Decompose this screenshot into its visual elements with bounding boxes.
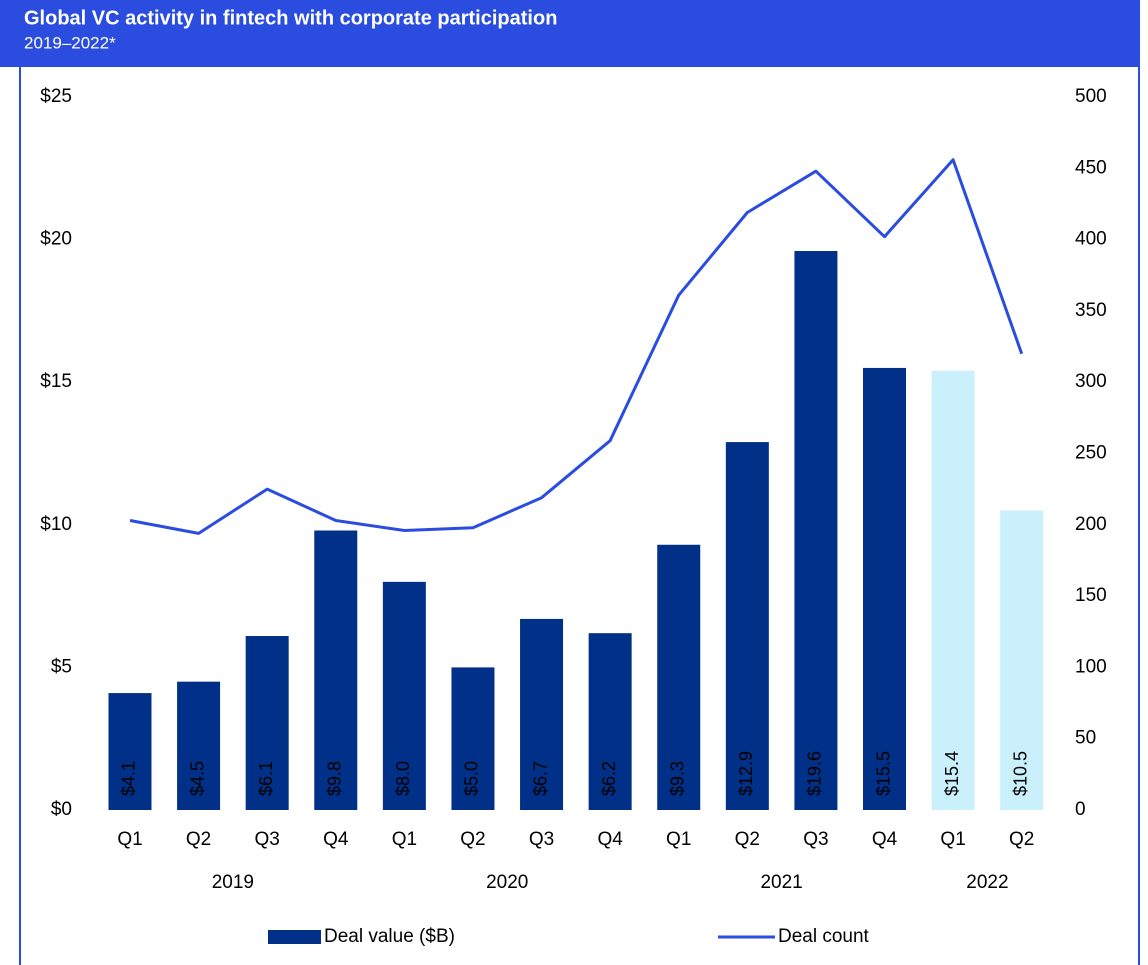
y2-tick-label: 250 [1075,443,1107,464]
data-label: $12.9 [736,751,756,796]
x-tick-label: Q3 [529,829,554,850]
y2-tick-label: 50 [1075,728,1096,749]
x-group-label: 2020 [486,872,528,893]
bar [382,581,426,810]
x-tick-label: Q2 [460,829,485,850]
y2-tick-label: 300 [1075,371,1107,392]
y-tick-label: $0 [51,799,72,820]
y2-tick-label: 100 [1075,656,1107,677]
data-label: $8.0 [393,761,413,796]
data-label: $6.1 [256,761,276,796]
y2-tick-label: 150 [1075,585,1107,606]
data-label: $9.8 [325,761,345,796]
x-group-label: 2021 [760,872,802,893]
y2-tick-label: 350 [1075,300,1107,321]
x-tick-label: Q2 [186,829,211,850]
data-label: $4.5 [187,761,207,796]
bar [931,370,975,810]
data-label: $5.0 [462,761,482,796]
bar [108,693,152,810]
y-tick-label: $10 [40,514,72,535]
bar [314,530,358,810]
bar [725,442,769,810]
y-tick-label: $5 [51,656,72,677]
y2-tick-label: 500 [1075,86,1107,107]
x-tick-label: Q3 [255,829,280,850]
x-tick-label: Q1 [392,829,417,850]
x-tick-label: Q2 [1009,829,1034,850]
data-label: $15.4 [942,751,962,796]
bar [520,618,564,810]
data-label: $6.7 [530,761,550,796]
x-tick-label: Q4 [597,829,623,850]
data-label: $4.1 [119,761,139,796]
x-group-label: 2022 [966,872,1008,893]
y-tick-label: $25 [40,86,72,107]
x-tick-label: Q1 [117,829,142,850]
legend-swatch [268,930,321,944]
x-group-label: 2019 [212,872,254,893]
data-label: $6.2 [599,761,619,796]
y-tick-label: $20 [40,229,72,250]
bar [177,681,221,810]
y2-tick-label: 450 [1075,157,1107,178]
y-tick-label: $15 [40,371,72,392]
chart-subtitle: 2019–2022* [24,33,116,52]
bar [1000,510,1044,810]
legend-label: Deal value ($B) [324,926,455,947]
x-tick-label: Q3 [803,829,828,850]
x-tick-label: Q4 [323,829,349,850]
bar [451,667,495,810]
bar [794,251,838,810]
bar [245,636,289,810]
y2-tick-label: 400 [1075,229,1107,250]
chart-title: Global VC activity in fintech with corpo… [24,7,557,29]
bar [657,544,701,810]
line [129,158,1024,535]
y2-tick-label: 200 [1075,514,1107,535]
data-label: $15.5 [873,751,893,796]
x-tick-label: Q1 [940,829,965,850]
x-tick-label: Q2 [735,829,760,850]
bar [588,633,632,810]
bar [863,367,907,810]
data-label: $19.6 [805,751,825,796]
legend-label: Deal count [778,926,870,947]
header-band [0,0,1140,67]
data-label: $10.5 [1010,751,1030,796]
x-tick-label: Q1 [666,829,691,850]
data-label: $9.3 [667,761,687,796]
y2-tick-label: 0 [1075,799,1086,820]
x-tick-label: Q4 [872,829,898,850]
